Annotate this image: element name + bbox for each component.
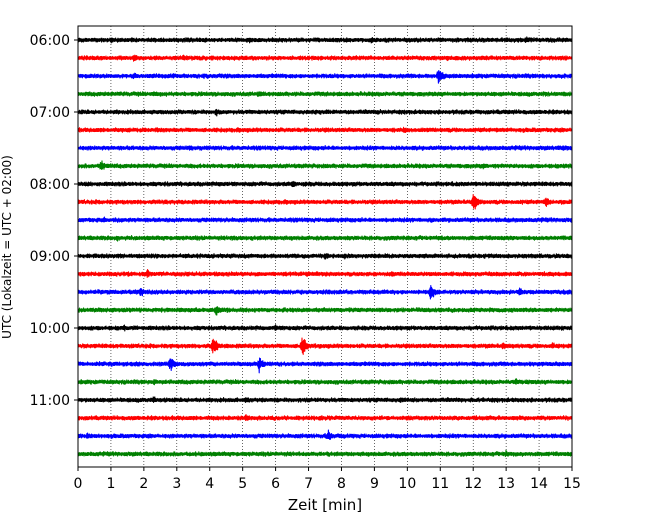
trace-11 xyxy=(77,235,573,242)
y-axis-ticks: 06:00 07:00 08:00 09:00 10:00 11:00 xyxy=(30,33,78,409)
x-tick-label-14: 14 xyxy=(530,476,548,492)
trace-18 xyxy=(77,357,573,374)
trace-4 xyxy=(77,108,573,117)
trace-0 xyxy=(77,36,573,44)
trace-10 xyxy=(77,216,573,223)
trace-12 xyxy=(77,253,573,260)
x-tick-label-15: 15 xyxy=(563,476,581,492)
y-tick-label-5: 11:00 xyxy=(30,393,70,409)
x-tick-label-5: 5 xyxy=(238,476,247,492)
x-tick-label-3: 3 xyxy=(172,476,181,492)
trace-6 xyxy=(77,145,573,152)
x-tick-label-0: 0 xyxy=(74,476,83,492)
x-tick-label-13: 13 xyxy=(497,476,515,492)
x-axis-ticks: 0 1 2 3 4 5 6 7 8 9 10 11 12 13 14 15 xyxy=(74,467,581,492)
y-tick-label-0: 06:00 xyxy=(30,33,70,49)
x-tick-label-11: 11 xyxy=(431,476,449,492)
trace-17 xyxy=(77,337,573,355)
x-tick-label-7: 7 xyxy=(304,476,313,492)
trace-15 xyxy=(77,306,573,316)
x-tick-label-6: 6 xyxy=(271,476,280,492)
y-tick-label-4: 10:00 xyxy=(30,321,70,337)
x-tick-label-9: 9 xyxy=(370,476,379,492)
y-tick-label-3: 09:00 xyxy=(30,249,70,265)
trace-14 xyxy=(77,285,573,300)
trace-1 xyxy=(77,54,573,62)
trace-3 xyxy=(77,91,573,97)
x-tick-label-8: 8 xyxy=(337,476,346,492)
x-tick-label-2: 2 xyxy=(139,476,148,492)
plot-frame xyxy=(77,25,573,468)
y-axis-label: UTC (Lokalzeit = UTC + 02:00) xyxy=(0,155,14,339)
trace-5 xyxy=(77,126,573,133)
trace-2 xyxy=(77,69,573,84)
trace-9 xyxy=(77,194,573,210)
trace-22 xyxy=(77,429,573,440)
trace-20 xyxy=(77,396,573,404)
x-axis-label: Zeit [min] xyxy=(288,496,362,514)
y-tick-label-1: 07:00 xyxy=(30,105,70,121)
trace-21 xyxy=(77,413,573,421)
trace-13 xyxy=(77,268,573,278)
y-tick-label-2: 08:00 xyxy=(30,177,70,193)
trace-23 xyxy=(77,449,573,458)
x-tick-label-12: 12 xyxy=(464,476,482,492)
x-tick-label-10: 10 xyxy=(398,476,416,492)
seismogram-traces xyxy=(77,36,573,458)
trace-7 xyxy=(77,160,573,170)
trace-16 xyxy=(77,324,573,332)
x-tick-label-1: 1 xyxy=(106,476,115,492)
trace-8 xyxy=(77,180,573,188)
x-tick-label-4: 4 xyxy=(205,476,214,492)
trace-19 xyxy=(77,378,573,386)
